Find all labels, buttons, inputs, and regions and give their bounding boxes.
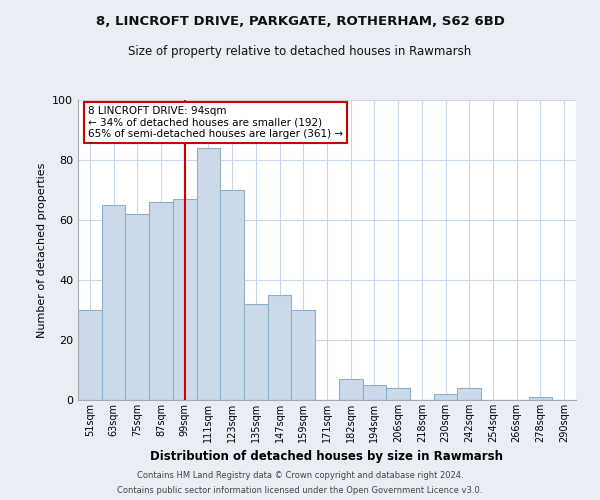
Bar [244, 304, 268, 400]
X-axis label: Distribution of detached houses by size in Rawmarsh: Distribution of detached houses by size … [151, 450, 503, 464]
Bar [268, 295, 292, 400]
Bar [386, 388, 410, 400]
Bar [102, 205, 125, 400]
Text: 8 LINCROFT DRIVE: 94sqm
← 34% of detached houses are smaller (192)
65% of semi-d: 8 LINCROFT DRIVE: 94sqm ← 34% of detache… [88, 106, 343, 139]
Bar [173, 199, 197, 400]
Bar [197, 148, 220, 400]
Text: Contains HM Land Registry data © Crown copyright and database right 2024.: Contains HM Land Registry data © Crown c… [137, 471, 463, 480]
Bar [292, 310, 315, 400]
Bar [457, 388, 481, 400]
Y-axis label: Number of detached properties: Number of detached properties [37, 162, 47, 338]
Bar [339, 379, 362, 400]
Bar [220, 190, 244, 400]
Bar [149, 202, 173, 400]
Text: 8, LINCROFT DRIVE, PARKGATE, ROTHERHAM, S62 6BD: 8, LINCROFT DRIVE, PARKGATE, ROTHERHAM, … [95, 15, 505, 28]
Bar [362, 385, 386, 400]
Bar [78, 310, 102, 400]
Bar [125, 214, 149, 400]
Text: Contains public sector information licensed under the Open Government Licence v3: Contains public sector information licen… [118, 486, 482, 495]
Text: Size of property relative to detached houses in Rawmarsh: Size of property relative to detached ho… [128, 45, 472, 58]
Bar [529, 397, 552, 400]
Bar [434, 394, 457, 400]
